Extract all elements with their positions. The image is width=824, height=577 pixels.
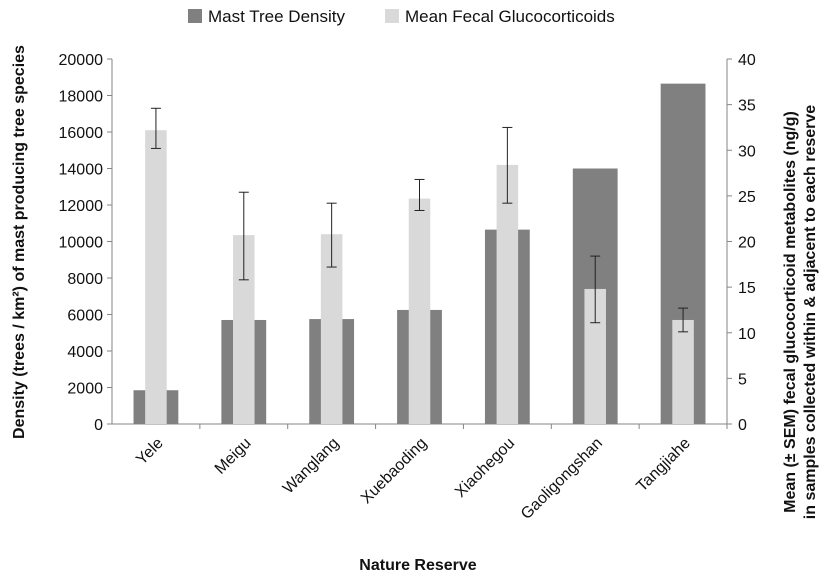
category-label: Gaoligongshan bbox=[518, 435, 606, 523]
left-tick-label: 10000 bbox=[59, 235, 104, 252]
right-tick-label: 30 bbox=[738, 143, 756, 160]
left-tick-label: 20000 bbox=[59, 52, 104, 69]
right-tick-label: 25 bbox=[738, 189, 756, 206]
left-tick-label: 16000 bbox=[59, 125, 104, 142]
glucocorticoid-bar bbox=[496, 164, 519, 424]
glucocorticoid-bar bbox=[408, 198, 431, 424]
glucocorticoid-bar bbox=[672, 319, 694, 424]
left-tick-label: 6000 bbox=[67, 308, 103, 325]
right-tick-label: 40 bbox=[738, 52, 756, 69]
bars bbox=[133, 83, 728, 429]
right-axis-title-line2: in samples collected within & adjacent t… bbox=[802, 105, 819, 519]
legend-swatch-glucocorticoids bbox=[385, 9, 399, 23]
glucocorticoid-bar bbox=[320, 234, 343, 424]
left-tick-label: 0 bbox=[94, 417, 103, 434]
glucocorticoid-bar bbox=[145, 130, 167, 425]
category-label: Xuebaoding bbox=[358, 435, 430, 507]
left-axis-title: Density (trees / km²) of mast producing … bbox=[11, 45, 28, 439]
right-axis-ticks: 0 5 10 15 20 25 30 35 40 bbox=[727, 52, 756, 434]
legend-swatch-mast-density bbox=[188, 9, 202, 23]
x-axis-title: Nature Reserve bbox=[359, 557, 477, 574]
category-labels: Yele Meigu Wanglang Xuebaoding Xiaohegou Gaol… bbox=[133, 435, 694, 523]
right-tick-label: 35 bbox=[738, 98, 756, 115]
category-label: Meigu bbox=[212, 435, 255, 478]
category-label: Xiaohegou bbox=[452, 435, 518, 501]
category-label: Tangjiahe bbox=[633, 435, 694, 496]
left-axis-ticks: 0 2000 4000 6000 8000 10000 12000 14000 16000 180… bbox=[59, 52, 112, 434]
legend-label-mast-density: Mast Tree Density bbox=[208, 7, 345, 26]
left-tick-label: 4000 bbox=[67, 344, 103, 361]
left-tick-label: 18000 bbox=[59, 89, 104, 106]
category-label: Wanglang bbox=[280, 435, 343, 498]
category-label: Yele bbox=[133, 435, 167, 469]
error-bars bbox=[150, 107, 689, 333]
legend: Mast Tree Density Mean Fecal Glucocortic… bbox=[188, 7, 615, 26]
left-tick-label: 2000 bbox=[67, 381, 103, 398]
right-tick-label: 10 bbox=[738, 326, 756, 343]
right-tick-label: 5 bbox=[738, 371, 747, 388]
right-tick-label: 15 bbox=[738, 280, 756, 297]
glucocorticoid-bar bbox=[233, 235, 255, 424]
right-tick-label: 0 bbox=[738, 417, 747, 434]
left-tick-label: 12000 bbox=[59, 198, 104, 215]
legend-label-glucocorticoids: Mean Fecal Glucocorticoids bbox=[405, 7, 615, 26]
right-axis-title-line1: Mean (± SEM) fecal glucocorticoid metabo… bbox=[782, 111, 799, 513]
left-tick-label: 14000 bbox=[59, 162, 104, 179]
left-tick-label: 8000 bbox=[67, 271, 103, 288]
glucocorticoid-bar bbox=[584, 288, 606, 424]
right-tick-label: 20 bbox=[738, 235, 756, 252]
